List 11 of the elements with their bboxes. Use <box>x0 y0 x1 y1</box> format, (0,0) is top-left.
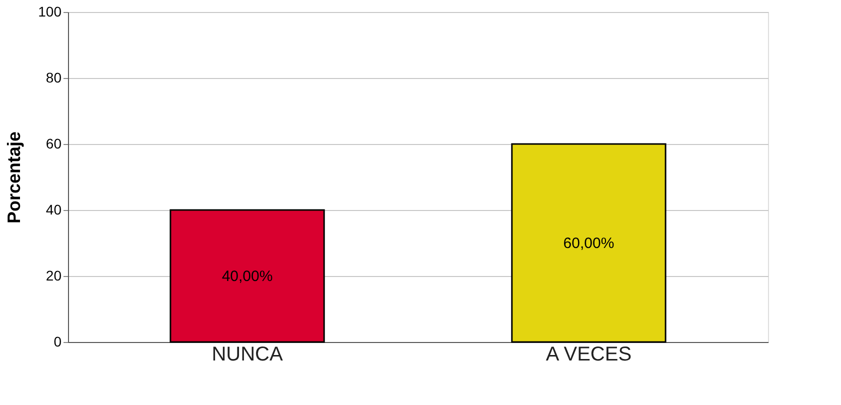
y-tick-label: 100 <box>38 4 62 20</box>
x-tick-label: NUNCA <box>212 344 284 366</box>
y-tick-label: 0 <box>54 334 62 350</box>
data-label: 40,00% <box>222 268 273 285</box>
y-tick-label: 80 <box>46 70 62 86</box>
y-tick-label: 20 <box>46 268 62 284</box>
y-tick-label: 40 <box>46 202 62 218</box>
data-label: 60,00% <box>563 235 614 252</box>
y-tick-label: 60 <box>46 136 62 152</box>
y-axis-title: Porcentaje <box>4 131 24 224</box>
x-tick-label: A VECES <box>546 344 632 366</box>
